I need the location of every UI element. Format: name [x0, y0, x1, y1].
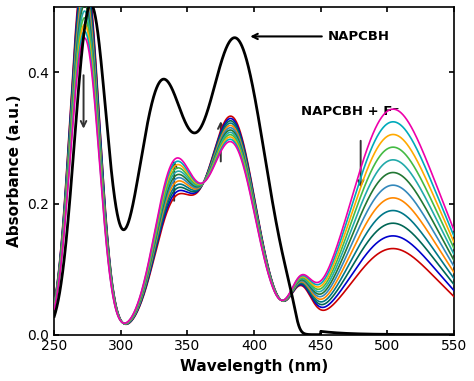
- Y-axis label: Absorbance (a.u.): Absorbance (a.u.): [7, 94, 22, 247]
- Text: NAPCBH: NAPCBH: [253, 30, 389, 43]
- Text: NAPCBH + F⁻: NAPCBH + F⁻: [301, 105, 399, 118]
- X-axis label: Wavelength (nm): Wavelength (nm): [180, 359, 328, 374]
